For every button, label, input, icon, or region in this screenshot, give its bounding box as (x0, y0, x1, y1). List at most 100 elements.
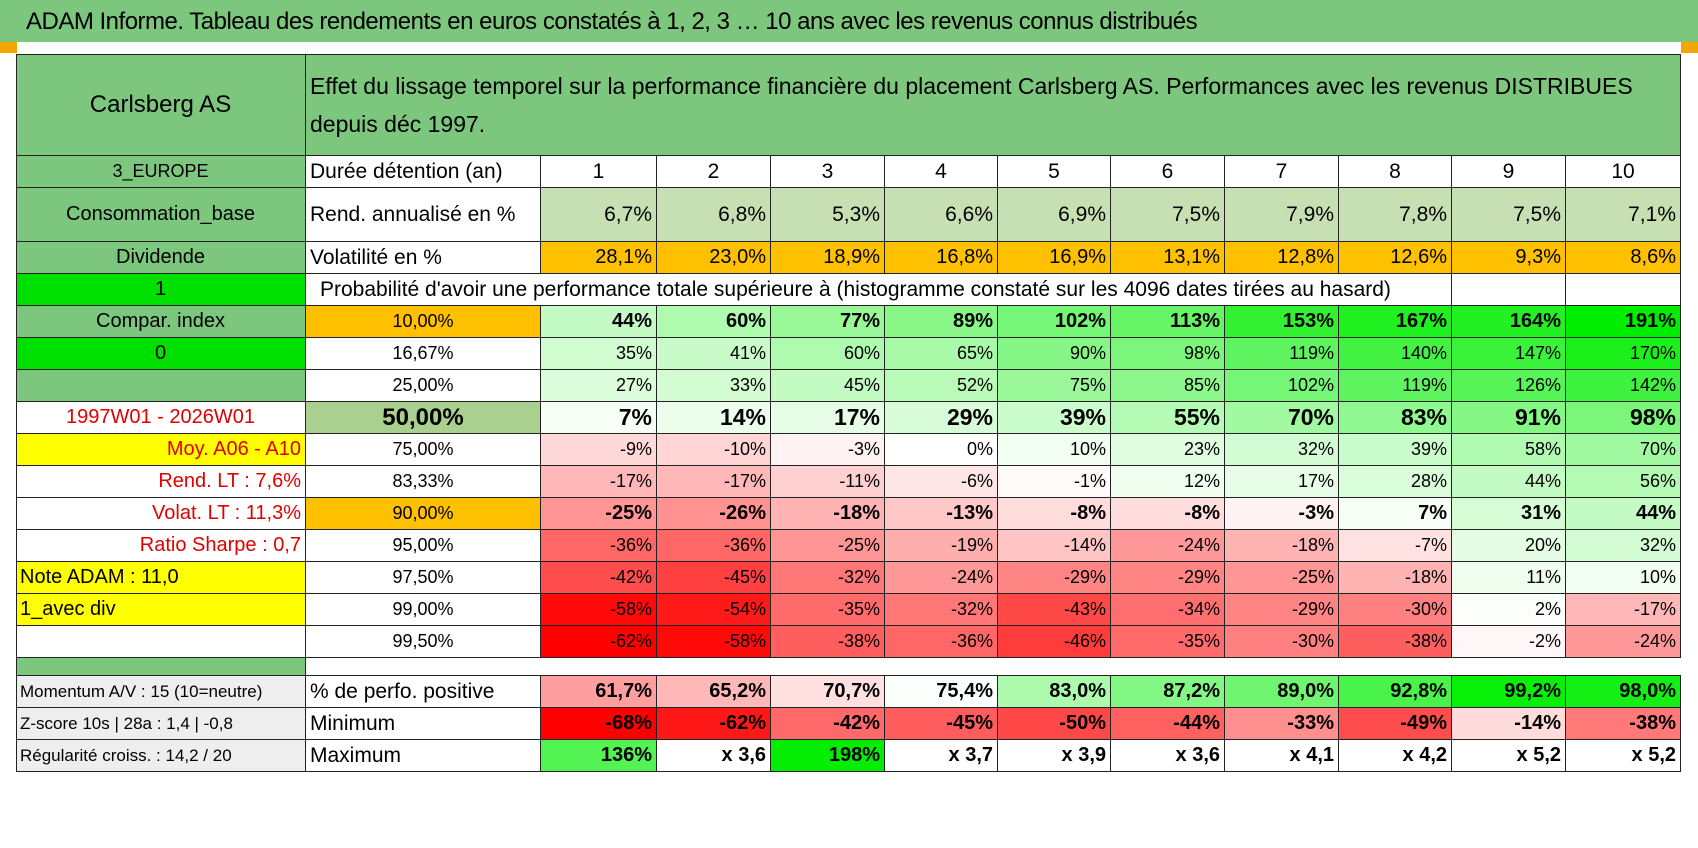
percentile-value: -2% (1452, 626, 1566, 658)
max-value: x 3,9 (998, 740, 1111, 772)
percentile-value: 70% (1225, 402, 1339, 434)
max-value: x 4,1 (1225, 740, 1339, 772)
vol-label: Volatilité en % (306, 242, 541, 274)
percentile-label: 83,33% (306, 466, 541, 498)
percentile-value: -25% (771, 530, 885, 562)
percentile-value: 98% (1111, 338, 1225, 370)
percentile-value: -25% (541, 498, 657, 530)
percentile-value: -3% (1225, 498, 1339, 530)
percentile-value: 119% (1225, 338, 1339, 370)
duration-label: Durée détention (an) (306, 156, 541, 188)
percentile-value: -9% (541, 434, 657, 466)
moy-label: Moy. A06 - A10 (16, 434, 306, 466)
table-cell (1452, 274, 1566, 306)
mode-label: 1_avec div (16, 594, 306, 626)
percentile-value: -29% (1111, 562, 1225, 594)
percentile-value: 140% (1339, 338, 1452, 370)
probability-header: Probabilité d'avoir une performance tota… (306, 274, 1452, 306)
percentile-value: -6% (885, 466, 998, 498)
percentile-value: -32% (771, 562, 885, 594)
pos-value: 99,2% (1452, 676, 1566, 708)
rend-label: Rend. annualisé en % (306, 188, 541, 242)
percentile-value: 0% (885, 434, 998, 466)
vol-value: 12,6% (1339, 242, 1452, 274)
min-label: Minimum (306, 708, 541, 740)
percentile-value: -35% (1111, 626, 1225, 658)
percentile-value: 32% (1566, 530, 1681, 562)
vol-value: 12,8% (1225, 242, 1339, 274)
vol-value: 16,8% (885, 242, 998, 274)
year-header: 7 (1225, 156, 1339, 188)
percentile-value: 28% (1339, 466, 1452, 498)
percentile-value: 7% (541, 402, 657, 434)
percentile-value: 7% (1339, 498, 1452, 530)
percentile-value: -11% (771, 466, 885, 498)
note-adam-label: Note ADAM : 11,0 (16, 562, 306, 594)
rend-value: 7,5% (1452, 188, 1566, 242)
min-value: -14% (1452, 708, 1566, 740)
rend-value: 6,9% (998, 188, 1111, 242)
min-value: -38% (1566, 708, 1681, 740)
pos-value: 98,0% (1566, 676, 1681, 708)
year-header: 1 (541, 156, 657, 188)
percentile-value: -36% (541, 530, 657, 562)
percentile-value: 44% (541, 306, 657, 338)
percentile-value: -45% (657, 562, 771, 594)
pos-value: 70,7% (771, 676, 885, 708)
percentile-value: -62% (541, 626, 657, 658)
spacer-row (306, 658, 1681, 676)
vol-value: 23,0% (657, 242, 771, 274)
year-header: 10 (1566, 156, 1681, 188)
percentile-value: -18% (1339, 562, 1452, 594)
percentile-value: 32% (1225, 434, 1339, 466)
percentile-value: -42% (541, 562, 657, 594)
period-label: 1997W01 - 2026W01 (16, 402, 306, 434)
percentile-value: -1% (998, 466, 1111, 498)
percentile-value: -18% (771, 498, 885, 530)
percentile-value: 33% (657, 370, 771, 402)
percentile-value: 85% (1111, 370, 1225, 402)
percentile-value: 44% (1566, 498, 1681, 530)
year-header: 6 (1111, 156, 1225, 188)
rend-value: 7,5% (1111, 188, 1225, 242)
rend-value: 6,7% (541, 188, 657, 242)
percentile-value: 170% (1566, 338, 1681, 370)
vol-value: 13,1% (1111, 242, 1225, 274)
percentile-value: 102% (1225, 370, 1339, 402)
bottom-left-label: Momentum A/V : 15 (10=neutre) (16, 676, 306, 708)
min-value: -33% (1225, 708, 1339, 740)
percentile-value: 35% (541, 338, 657, 370)
percentile-value: 65% (885, 338, 998, 370)
percentile-value: -24% (1566, 626, 1681, 658)
title-bar: ADAM Informe. Tableau des rendements en … (0, 0, 1698, 42)
percentile-value: 77% (771, 306, 885, 338)
year-header: 2 (657, 156, 771, 188)
rend-value: 7,1% (1566, 188, 1681, 242)
pos-value: 83,0% (998, 676, 1111, 708)
percentile-value: -58% (657, 626, 771, 658)
pos-label: % de perfo. positive (306, 676, 541, 708)
rend-lt-label: Rend. LT : 7,6% (16, 466, 306, 498)
percentile-value: 83% (1339, 402, 1452, 434)
report-title: ADAM Informe. Tableau des rendements en … (26, 8, 1198, 35)
percentile-value: 89% (885, 306, 998, 338)
percentile-value: 91% (1452, 402, 1566, 434)
percentile-value: -17% (657, 466, 771, 498)
percentile-value: -17% (541, 466, 657, 498)
year-header: 5 (998, 156, 1111, 188)
max-value: 136% (541, 740, 657, 772)
percentile-value: -32% (885, 594, 998, 626)
percentile-value: -17% (1566, 594, 1681, 626)
percentile-value: 20% (1452, 530, 1566, 562)
percentile-value: -36% (885, 626, 998, 658)
percentile-label: 75,00% (306, 434, 541, 466)
percentile-value: 31% (1452, 498, 1566, 530)
percentile-value: -14% (998, 530, 1111, 562)
pos-value: 65,2% (657, 676, 771, 708)
percentile-value: 52% (885, 370, 998, 402)
percentile-label: 50,00% (306, 402, 541, 434)
min-value: -44% (1111, 708, 1225, 740)
percentile-value: 14% (657, 402, 771, 434)
table-header-text: Effet du lissage temporel sur la perform… (306, 54, 1681, 156)
percentile-value: -19% (885, 530, 998, 562)
